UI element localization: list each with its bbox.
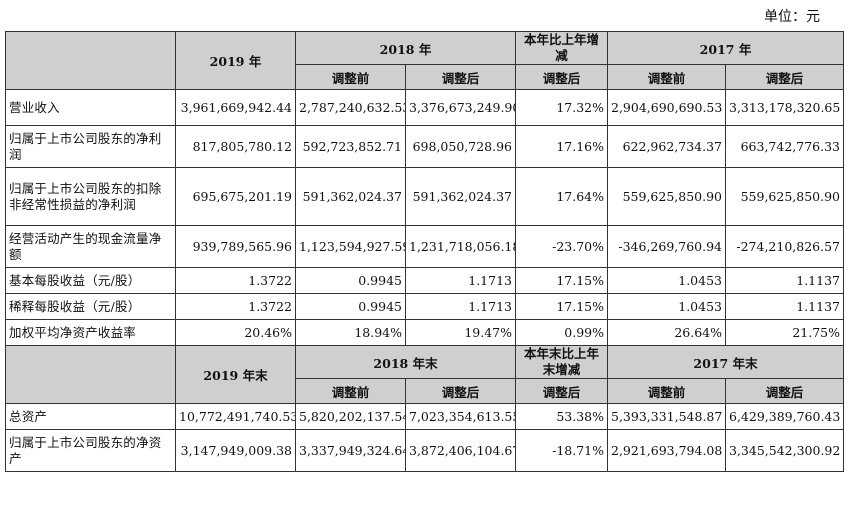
value-current-year: 817,805,780.12	[175, 125, 296, 168]
value-prior-before: 592,723,852.71	[295, 125, 406, 168]
value-prior-after: 1.1713	[405, 293, 516, 320]
value-prior2-before: 1.0453	[607, 267, 726, 294]
value-prior-before: 5,820,202,137.54	[295, 403, 406, 430]
row-label: 营业收入	[5, 89, 176, 126]
table-row: 加权平均净资产收益率 20.46% 18.94% 19.47% 0.99% 26.64% 2…	[5, 319, 844, 346]
header-row-sub: 调整前 调整后 调整后 调整前 调整后	[6, 378, 844, 404]
value-prior-after: 19.47%	[405, 319, 516, 346]
value-prior2-after: 559,625,850.90	[725, 167, 844, 226]
value-prior2-after: 3,345,542,300.92	[725, 429, 844, 472]
row-label: 归属于上市公司股东的扣除非经常性损益的净利润	[5, 167, 176, 226]
value-prior-after: 7,023,354,613.55	[405, 403, 516, 430]
value-current-year: 3,147,949,009.38	[175, 429, 296, 472]
value-prior-before: 1,123,594,927.59	[295, 225, 406, 268]
value-prior2-after: 1.1137	[725, 293, 844, 320]
header-blank-cell	[5, 31, 176, 90]
header-yoy-after-adjust: 调整后	[515, 378, 608, 404]
row-label: 加权平均净资产收益率	[5, 319, 176, 346]
header-after-adjust: 调整后	[405, 64, 516, 90]
value-prior2-before: 559,625,850.90	[607, 167, 726, 226]
value-prior2-before: 622,962,734.37	[607, 125, 726, 168]
value-prior-before: 3,337,949,324.64	[295, 429, 406, 472]
value-yoy-change: -23.70%	[515, 225, 608, 268]
row-label: 归属于上市公司股东的净资产	[5, 429, 176, 472]
value-prior-before: 0.9945	[295, 267, 406, 294]
header-yoy-after-adjust: 调整后	[515, 64, 608, 90]
value-prior2-after: -274,210,826.57	[725, 225, 844, 268]
value-prior2-before: 1.0453	[607, 293, 726, 320]
table-row: 稀释每股收益（元/股） 1.3722 0.9945 1.1713 17.15% 1.045…	[5, 293, 844, 320]
value-prior2-before: -346,269,760.94	[607, 225, 726, 268]
value-yoy-change: 0.99%	[515, 319, 608, 346]
value-prior2-after: 663,742,776.33	[725, 125, 844, 168]
value-prior-before: 18.94%	[295, 319, 406, 346]
value-prior-after: 1,231,718,056.18	[405, 225, 516, 268]
header-row-top: 2019 年末 2018 年末 本年末比上年末增减 2017 年末	[5, 345, 844, 404]
table-row: 经营活动产生的现金流量净额 939,789,565.96 1,123,594,927…	[5, 225, 844, 268]
value-prior2-after: 6,429,389,760.43	[725, 403, 844, 430]
value-prior2-after: 3,313,178,320.65	[725, 89, 844, 126]
header-before-adjust: 调整前	[607, 64, 726, 90]
row-label: 基本每股收益（元/股）	[5, 267, 176, 294]
value-current-year: 695,675,201.19	[175, 167, 296, 226]
financial-table: 2019 年 2018 年本年比上年增减 2017 年调整前 调整后 调整后 调整前 调整后…	[5, 31, 844, 472]
header-year-prior: 2018 年末	[295, 345, 516, 379]
header-row-sub: 调整前 调整后 调整后 调整前 调整后	[6, 64, 844, 90]
header-year-current: 2019 年末	[175, 345, 296, 404]
header-after-adjust: 调整后	[725, 378, 844, 404]
value-prior-after: 3,872,406,104.67	[405, 429, 516, 472]
header-year-prior: 2018 年	[295, 31, 516, 65]
value-prior-after: 1.1713	[405, 267, 516, 294]
value-prior2-after: 1.1137	[725, 267, 844, 294]
header-before-adjust: 调整前	[295, 378, 406, 404]
table-row: 营业收入 3,961,669,942.44 2,787,240,632.53 3,37…	[5, 89, 844, 126]
value-prior-before: 0.9945	[295, 293, 406, 320]
value-prior-before: 2,787,240,632.53	[295, 89, 406, 126]
value-current-year: 939,789,565.96	[175, 225, 296, 268]
header-year-prior-2: 2017 年末	[607, 345, 844, 379]
value-prior-after: 3,376,673,249.90	[405, 89, 516, 126]
row-label: 经营活动产生的现金流量净额	[5, 225, 176, 268]
value-prior-after: 698,050,728.96	[405, 125, 516, 168]
value-prior2-before: 2,921,693,794.08	[607, 429, 726, 472]
value-current-year: 1.3722	[175, 267, 296, 294]
value-current-year: 1.3722	[175, 293, 296, 320]
header-year-current: 2019 年	[175, 31, 296, 90]
value-prior2-before: 26.64%	[607, 319, 726, 346]
row-label: 稀释每股收益（元/股）	[5, 293, 176, 320]
header-row-top: 2019 年 2018 年本年比上年增减 2017 年	[5, 31, 844, 90]
table-row: 归属于上市公司股东的扣除非经常性损益的净利润 695,675,201.19 591,…	[5, 167, 844, 226]
value-yoy-change: 17.15%	[515, 267, 608, 294]
value-prior-before: 591,362,024.37	[295, 167, 406, 226]
header-before-adjust: 调整前	[295, 64, 406, 90]
value-current-year: 20.46%	[175, 319, 296, 346]
value-prior-after: 591,362,024.37	[405, 167, 516, 226]
table-row: 总资产 10,772,491,740.53 5,820,202,137.54 7,02…	[5, 403, 844, 430]
table-row: 归属于上市公司股东的净利润 817,805,780.12 592,723,852.7…	[5, 125, 844, 168]
value-prior2-before: 5,393,331,548.87	[607, 403, 726, 430]
value-prior2-before: 2,904,690,690.53	[607, 89, 726, 126]
value-current-year: 10,772,491,740.53	[175, 403, 296, 430]
value-yoy-change: 17.15%	[515, 293, 608, 320]
header-after-adjust: 调整后	[725, 64, 844, 90]
value-yoy-change: 53.38%	[515, 403, 608, 430]
value-yoy-change: 17.64%	[515, 167, 608, 226]
header-after-adjust: 调整后	[405, 378, 516, 404]
header-year-prior-2: 2017 年	[607, 31, 844, 65]
table-row: 基本每股收益（元/股） 1.3722 0.9945 1.1713 17.15% 1.045…	[5, 267, 844, 294]
header-yoy-change: 本年比上年增减	[515, 31, 608, 65]
unit-label: 单位：元	[764, 9, 820, 25]
value-yoy-change: 17.16%	[515, 125, 608, 168]
header-before-adjust: 调整前	[607, 378, 726, 404]
value-current-year: 3,961,669,942.44	[175, 89, 296, 126]
value-yoy-change: 17.32%	[515, 89, 608, 126]
table-row: 归属于上市公司股东的净资产 3,147,949,009.38 3,337,949,3…	[5, 429, 844, 472]
header-blank-cell	[5, 345, 176, 404]
row-label: 总资产	[5, 403, 176, 430]
header-yoy-change: 本年末比上年末增减	[515, 345, 608, 379]
row-label: 归属于上市公司股东的净利润	[5, 125, 176, 168]
value-prior2-after: 21.75%	[725, 319, 844, 346]
value-yoy-change: -18.71%	[515, 429, 608, 472]
